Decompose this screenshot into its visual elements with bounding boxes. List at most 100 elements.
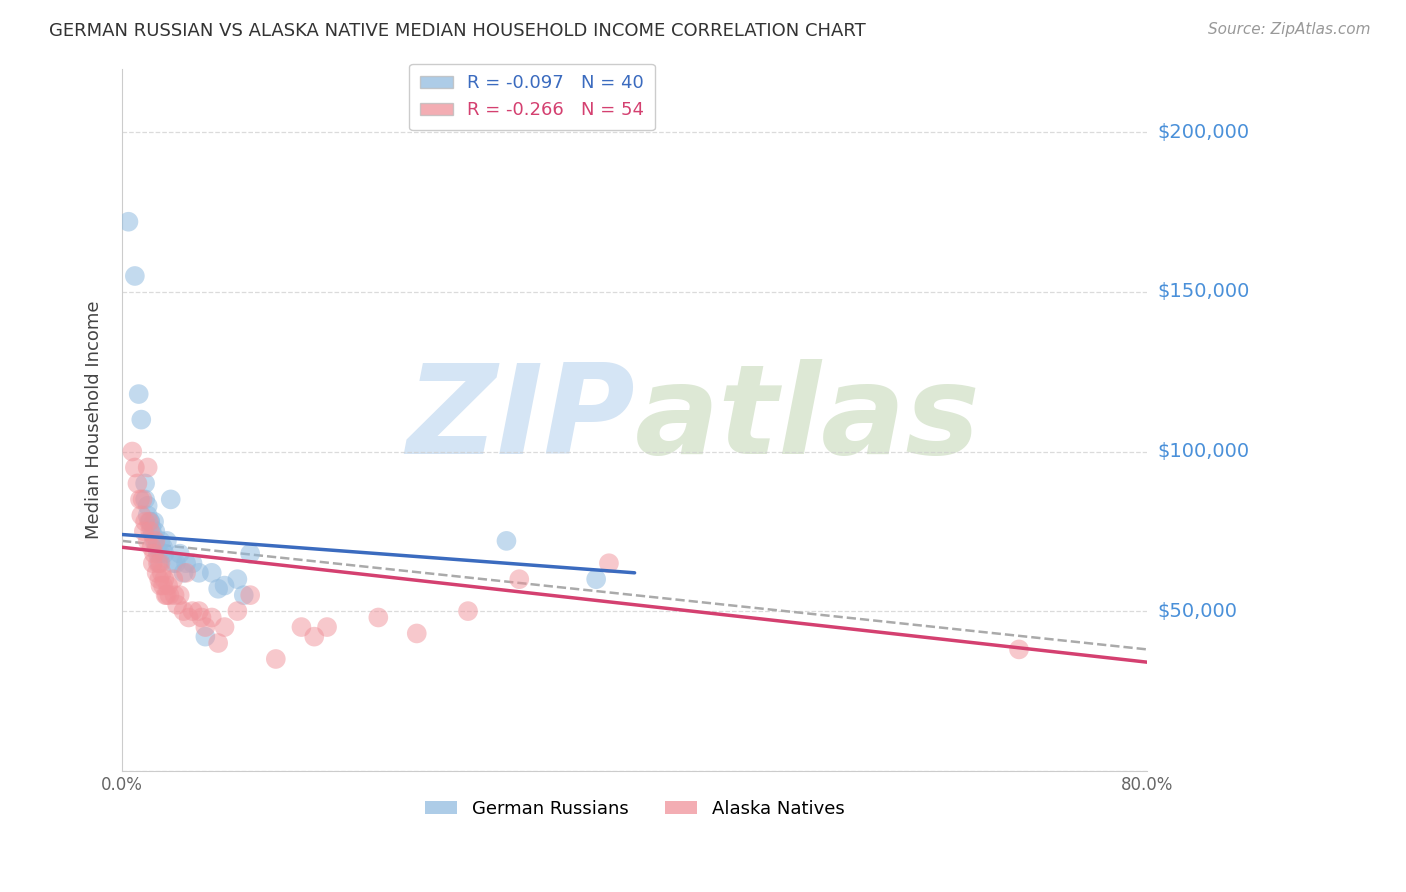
Point — [194, 620, 217, 634]
Point — [148, 556, 170, 570]
Point — [156, 533, 179, 548]
Text: Source: ZipAtlas.com: Source: ZipAtlas.com — [1208, 22, 1371, 37]
Point — [495, 533, 517, 548]
Point — [304, 630, 326, 644]
Point — [141, 541, 163, 555]
Text: $200,000: $200,000 — [1157, 123, 1250, 142]
Point — [226, 572, 249, 586]
Point — [143, 515, 166, 529]
Point — [598, 556, 620, 570]
Point — [585, 572, 607, 586]
Point — [149, 578, 172, 592]
Text: $150,000: $150,000 — [1157, 283, 1250, 301]
Point — [159, 492, 181, 507]
Point — [169, 588, 191, 602]
Point — [157, 578, 180, 592]
Point — [214, 578, 236, 592]
Point — [138, 515, 160, 529]
Point — [145, 566, 167, 580]
Point — [316, 620, 339, 634]
Point — [239, 547, 262, 561]
Point — [141, 521, 163, 535]
Point — [124, 460, 146, 475]
Text: $50,000: $50,000 — [1157, 601, 1237, 621]
Point — [187, 566, 209, 580]
Point — [152, 578, 174, 592]
Point — [207, 636, 229, 650]
Point — [139, 524, 162, 539]
Point — [121, 444, 143, 458]
Point — [139, 515, 162, 529]
Text: $100,000: $100,000 — [1157, 442, 1250, 461]
Point — [226, 604, 249, 618]
Point — [131, 492, 153, 507]
Point — [264, 652, 287, 666]
Text: GERMAN RUSSIAN VS ALASKA NATIVE MEDIAN HOUSEHOLD INCOME CORRELATION CHART: GERMAN RUSSIAN VS ALASKA NATIVE MEDIAN H… — [49, 22, 866, 40]
Point — [181, 604, 204, 618]
Point — [139, 515, 162, 529]
Point — [173, 604, 195, 618]
Point — [145, 524, 167, 539]
Point — [214, 620, 236, 634]
Point — [165, 556, 187, 570]
Point — [148, 572, 170, 586]
Point — [457, 604, 479, 618]
Point — [136, 460, 159, 475]
Point — [181, 556, 204, 570]
Point — [145, 541, 167, 555]
Point — [162, 556, 184, 570]
Point — [127, 476, 149, 491]
Point — [132, 524, 155, 539]
Point — [177, 610, 200, 624]
Point — [155, 588, 177, 602]
Point — [143, 547, 166, 561]
Point — [142, 556, 165, 570]
Point — [169, 547, 191, 561]
Point — [156, 588, 179, 602]
Point — [146, 556, 169, 570]
Point — [136, 533, 159, 548]
Point — [290, 620, 312, 634]
Point — [1008, 642, 1031, 657]
Point — [405, 626, 427, 640]
Point — [173, 566, 195, 580]
Legend: German Russians, Alaska Natives: German Russians, Alaska Natives — [418, 792, 852, 825]
Point — [124, 268, 146, 283]
Point — [162, 572, 184, 586]
Point — [174, 556, 197, 570]
Point — [174, 566, 197, 580]
Point — [149, 533, 172, 548]
Point — [136, 499, 159, 513]
Point — [152, 541, 174, 555]
Point — [201, 610, 224, 624]
Point — [508, 572, 530, 586]
Point — [187, 604, 209, 618]
Point — [149, 547, 172, 561]
Point — [129, 508, 152, 523]
Point — [201, 566, 224, 580]
Point — [166, 598, 188, 612]
Text: ZIP: ZIP — [406, 359, 634, 480]
Point — [149, 556, 172, 570]
Point — [150, 566, 173, 580]
Point — [128, 387, 150, 401]
Point — [207, 582, 229, 596]
Point — [239, 588, 262, 602]
Point — [163, 588, 186, 602]
Point — [146, 547, 169, 561]
Point — [143, 533, 166, 548]
Point — [142, 527, 165, 541]
Point — [153, 547, 176, 561]
Point — [136, 508, 159, 523]
Point — [129, 492, 152, 507]
Text: atlas: atlas — [634, 359, 980, 480]
Point — [153, 572, 176, 586]
Point — [367, 610, 389, 624]
Point — [145, 533, 167, 548]
Point — [232, 588, 254, 602]
Y-axis label: Median Household Income: Median Household Income — [86, 301, 103, 539]
Point — [159, 588, 181, 602]
Point — [194, 630, 217, 644]
Point — [190, 610, 212, 624]
Point — [134, 515, 156, 529]
